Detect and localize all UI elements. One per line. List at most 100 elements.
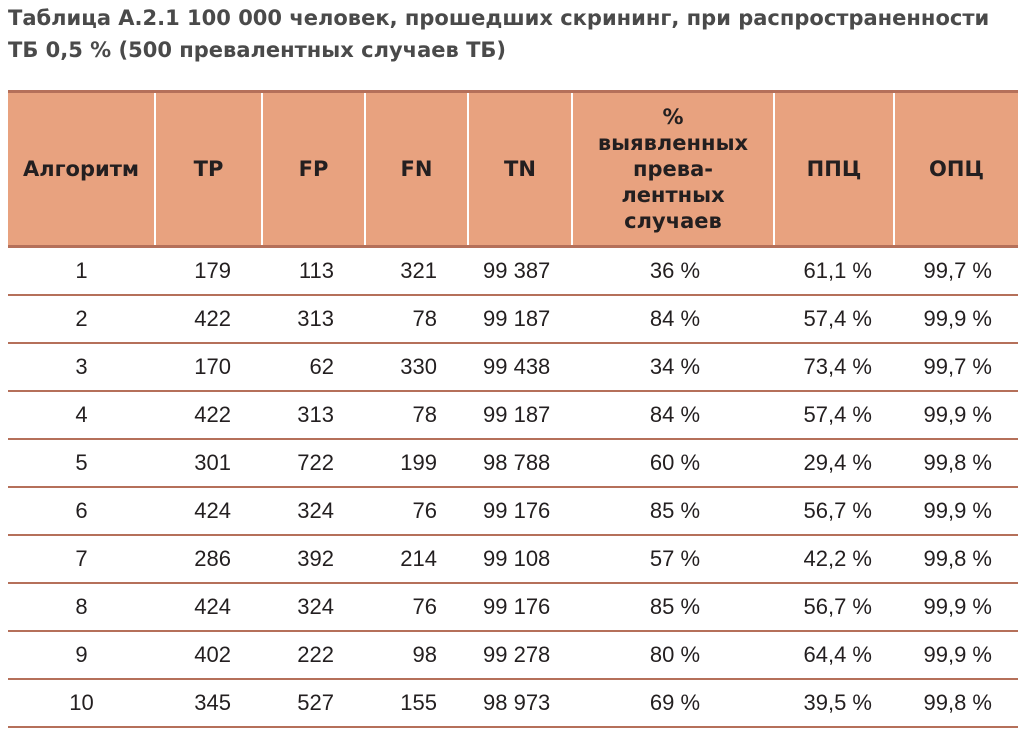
header-fn: FN (364, 90, 468, 248)
cell-detected-percent: 84 % (572, 390, 774, 440)
cell-tn: 99 387 (468, 246, 572, 296)
cell-detected-percent: 85 % (572, 486, 774, 536)
cell-fn: 76 (365, 486, 468, 536)
header-npv: ОПЦ (893, 90, 1018, 248)
cell-npv: 99,9 % (894, 486, 1018, 536)
header-detected-line: лентных (621, 183, 725, 207)
cell-fn: 321 (365, 246, 468, 296)
table-caption: Таблица А.2.1 100 000 человек, прошедших… (8, 2, 1018, 66)
cell-tp: 424 (155, 486, 262, 536)
cell-fp: 313 (262, 390, 365, 440)
cell-ppv: 73,4 % (774, 342, 894, 392)
table-row: 7 286 392 214 99 108 57 % 42,2 % 99,8 % (8, 534, 1018, 584)
table-row: 10 345 527 155 98 973 69 % 39,5 % 99,8 % (8, 678, 1018, 728)
cell-ppv: 57,4 % (774, 390, 894, 440)
cell-algorithm: 1 (8, 246, 155, 296)
cell-algorithm: 10 (8, 678, 155, 728)
table-row: 5 301 722 199 98 788 60 % 29,4 % 99,8 % (8, 438, 1018, 488)
cell-npv: 99,8 % (894, 534, 1018, 584)
cell-fn: 98 (365, 630, 468, 680)
cell-detected-percent: 60 % (572, 438, 774, 488)
cell-fp: 527 (262, 678, 365, 728)
cell-algorithm: 2 (8, 294, 155, 344)
header-detected-line: % (662, 105, 684, 129)
cell-algorithm: 4 (8, 390, 155, 440)
cell-ppv: 57,4 % (774, 294, 894, 344)
cell-fp: 113 (262, 246, 365, 296)
cell-npv: 99,7 % (894, 342, 1018, 392)
cell-fn: 330 (365, 342, 468, 392)
cell-fp: 722 (262, 438, 365, 488)
header-detected-line: случаев (624, 209, 722, 233)
cell-tp: 301 (155, 438, 262, 488)
cell-npv: 99,8 % (894, 438, 1018, 488)
cell-tp: 286 (155, 534, 262, 584)
table-body: 1 179 113 321 99 387 36 % 61,1 % 99,7 % 2 422 313 7… (8, 246, 1018, 728)
cell-fp: 324 (262, 582, 365, 632)
cell-fn: 78 (365, 390, 468, 440)
cell-tn: 99 438 (468, 342, 572, 392)
cell-detected-percent: 36 % (572, 246, 774, 296)
cell-detected-percent: 80 % (572, 630, 774, 680)
cell-algorithm: 5 (8, 438, 155, 488)
cell-fp: 324 (262, 486, 365, 536)
cell-tp: 402 (155, 630, 262, 680)
cell-fp: 62 (262, 342, 365, 392)
cell-tn: 99 187 (468, 390, 572, 440)
header-row: Алгоритм TP FP FN TN % выявленных прева-… (8, 90, 1018, 248)
cell-detected-percent: 69 % (572, 678, 774, 728)
cell-tp: 422 (155, 294, 262, 344)
cell-fn: 155 (365, 678, 468, 728)
cell-detected-percent: 57 % (572, 534, 774, 584)
cell-tp: 422 (155, 390, 262, 440)
table-row: 1 179 113 321 99 387 36 % 61,1 % 99,7 % (8, 246, 1018, 296)
cell-npv: 99,9 % (894, 582, 1018, 632)
header-detected-line: выявленных (597, 131, 749, 155)
cell-detected-percent: 34 % (572, 342, 774, 392)
cell-tn: 99 176 (468, 486, 572, 536)
cell-npv: 99,9 % (894, 294, 1018, 344)
cell-tp: 179 (155, 246, 262, 296)
cell-tn: 99 278 (468, 630, 572, 680)
cell-algorithm: 3 (8, 342, 155, 392)
cell-tn: 98 973 (468, 678, 572, 728)
caption-line-2: ТБ 0,5 % (500 превалентных случаев ТБ) (8, 38, 507, 62)
header-tn: TN (467, 90, 572, 248)
header-detected-percent: % выявленных прева- лентных случаев (571, 90, 774, 248)
table-row: 2 422 313 78 99 187 84 % 57,4 % 99,9 % (8, 294, 1018, 344)
cell-detected-percent: 84 % (572, 294, 774, 344)
cell-fp: 392 (262, 534, 365, 584)
cell-fn: 199 (365, 438, 468, 488)
cell-npv: 99,7 % (894, 246, 1018, 296)
cell-tp: 345 (155, 678, 262, 728)
cell-npv: 99,8 % (894, 678, 1018, 728)
cell-npv: 99,9 % (894, 390, 1018, 440)
header-algorithm: Алгоритм (8, 90, 155, 248)
header-fp: FP (261, 90, 365, 248)
cell-tn: 98 788 (468, 438, 572, 488)
header-detected-line: прева- (633, 157, 713, 181)
cell-algorithm: 7 (8, 534, 155, 584)
cell-algorithm: 8 (8, 582, 155, 632)
table-row: 6 424 324 76 99 176 85 % 56,7 % 99,9 % (8, 486, 1018, 536)
cell-fn: 78 (365, 294, 468, 344)
cell-tn: 99 176 (468, 582, 572, 632)
cell-fp: 313 (262, 294, 365, 344)
cell-tp: 424 (155, 582, 262, 632)
screening-results-table: Алгоритм TP FP FN TN % выявленных прева-… (8, 90, 1018, 728)
table-row: 3 170 62 330 99 438 34 % 73,4 % 99,7 % (8, 342, 1018, 392)
cell-ppv: 56,7 % (774, 582, 894, 632)
cell-tp: 170 (155, 342, 262, 392)
cell-fp: 222 (262, 630, 365, 680)
cell-algorithm: 6 (8, 486, 155, 536)
cell-ppv: 39,5 % (774, 678, 894, 728)
table-row: 4 422 313 78 99 187 84 % 57,4 % 99,9 % (8, 390, 1018, 440)
cell-tn: 99 108 (468, 534, 572, 584)
cell-ppv: 61,1 % (774, 246, 894, 296)
cell-ppv: 42,2 % (774, 534, 894, 584)
header-tp: TP (154, 90, 262, 248)
cell-tn: 99 187 (468, 294, 572, 344)
cell-fn: 214 (365, 534, 468, 584)
cell-fn: 76 (365, 582, 468, 632)
table-header: Алгоритм TP FP FN TN % выявленных прева-… (8, 90, 1018, 248)
